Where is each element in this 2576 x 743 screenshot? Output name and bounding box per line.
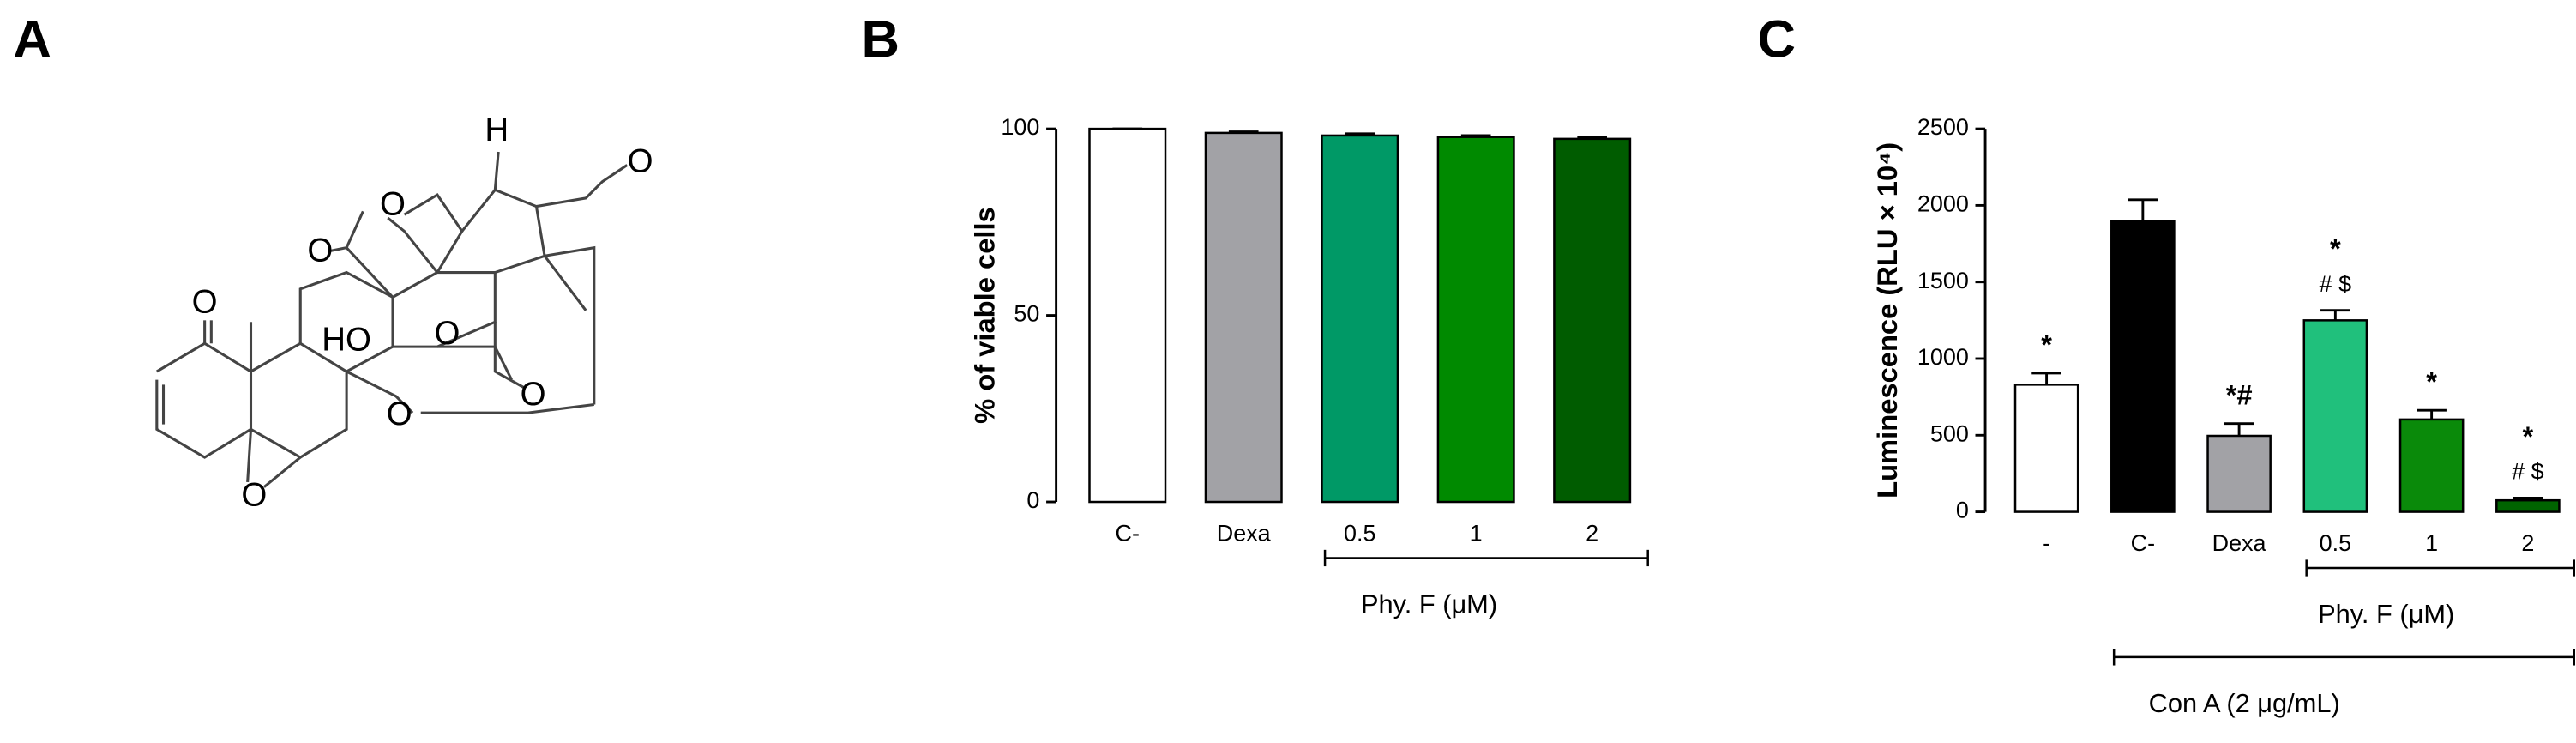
panel-label: B [862, 9, 900, 69]
y-tick-label: 2500 [1917, 114, 1969, 140]
atom-label: O [380, 186, 406, 223]
significance-mark: # $ [2320, 271, 2351, 297]
bar [1321, 134, 1399, 504]
x-tick-label: 1 [2425, 530, 2438, 556]
atom-label: HO [322, 322, 371, 359]
bar [2495, 498, 2561, 513]
panel-label: C [1757, 9, 1795, 69]
bar [2302, 319, 2368, 513]
significance-mark: * [2426, 365, 2437, 397]
x-tick-label: Dexa [1217, 521, 1271, 547]
x-tick-label: 1 [1470, 521, 1483, 547]
group-label: Phy. F (μM) [2318, 599, 2454, 629]
y-tick-label: 1500 [1917, 268, 1969, 293]
significance-mark: * [2330, 233, 2341, 264]
x-tick-label: 0.5 [2320, 530, 2351, 556]
x-tick-label: 2 [1586, 521, 1598, 547]
atom-label: O [521, 376, 546, 413]
bar [2206, 434, 2272, 513]
panel-label: A [13, 9, 51, 69]
y-tick-label: 100 [1001, 114, 1039, 140]
y-tick-label: 50 [1014, 301, 1039, 327]
atom-label: O [241, 476, 267, 513]
x-tick-label: Dexa [2212, 530, 2266, 556]
atom-label: H [485, 112, 509, 148]
significance-mark: * [2041, 329, 2052, 360]
bar [1088, 127, 1167, 504]
y-axis-title: % of viable cells [968, 207, 1000, 424]
y-tick-label: 1000 [1917, 344, 1969, 370]
y-tick-label: 2000 [1917, 191, 1969, 217]
atom-label: O [628, 143, 653, 180]
bar [2013, 384, 2079, 513]
atom-label: O [307, 233, 333, 269]
group-label: Phy. F (μM) [1361, 589, 1497, 619]
x-tick-label: - [2043, 530, 2050, 556]
significance-mark: * [2523, 420, 2534, 452]
bar [1553, 137, 1632, 504]
x-tick-label: C- [2131, 530, 2155, 556]
x-tick-label: 2 [2521, 530, 2534, 556]
y-tick-label: 0 [1956, 498, 1969, 523]
bar [1204, 131, 1283, 504]
x-tick-label: 0.5 [1344, 521, 1375, 547]
significance-mark: *# [2226, 379, 2253, 411]
group-label: Con A (2 μg/mL) [2149, 688, 2340, 718]
atom-label: O [387, 396, 412, 432]
bar [2398, 418, 2465, 513]
y-axis-title: Luminescence (RLU × 10⁴) [1871, 142, 1903, 498]
y-tick-label: 500 [1930, 420, 1969, 446]
atom-label: O [435, 315, 460, 352]
significance-mark: # $ [2512, 459, 2543, 485]
x-tick-label: C- [1116, 521, 1140, 547]
bar [2110, 220, 2176, 513]
atom-label: O [192, 283, 218, 320]
chemical-structure [155, 151, 629, 488]
y-tick-label: 0 [1026, 487, 1039, 513]
bar [1436, 136, 1515, 504]
